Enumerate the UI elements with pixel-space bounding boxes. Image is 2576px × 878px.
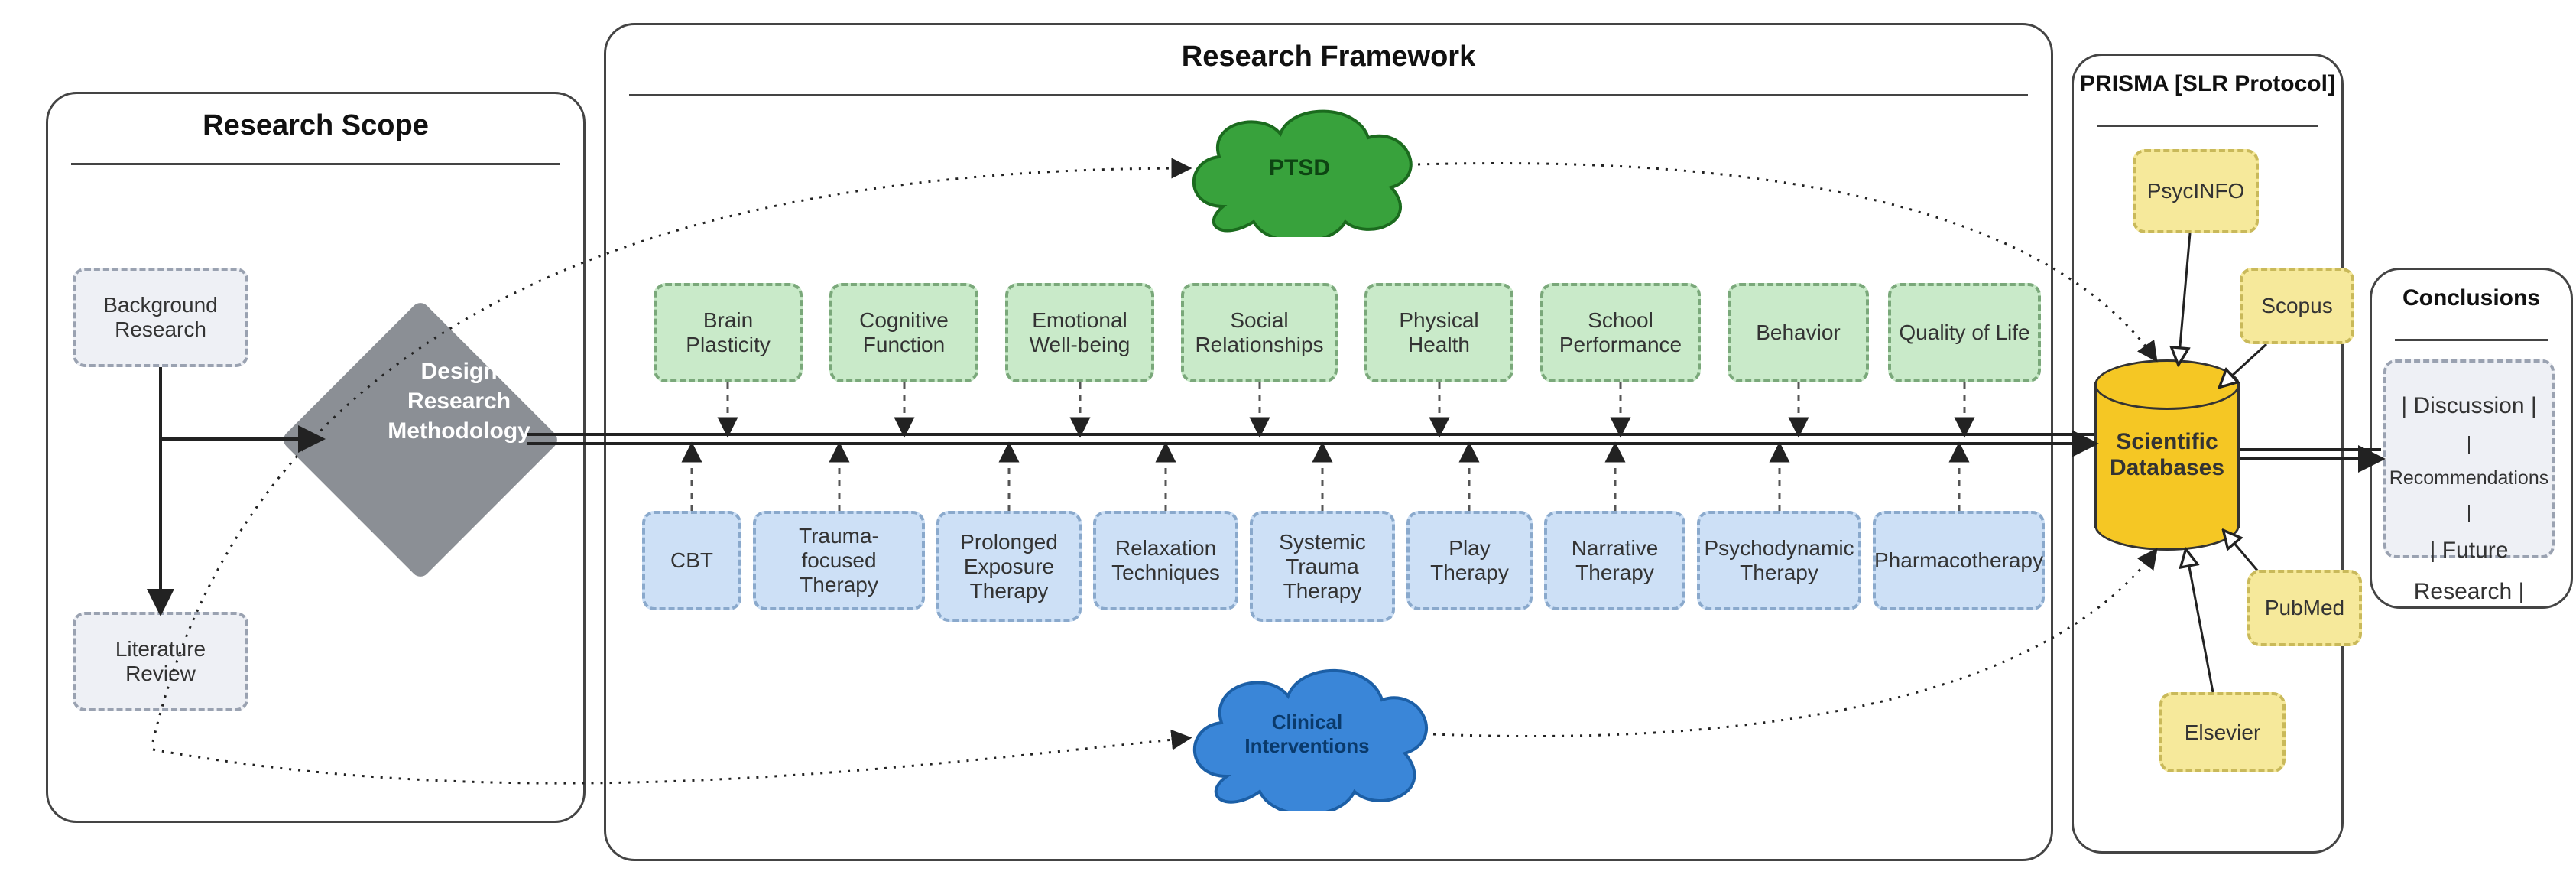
cloud-ptsd-label: PTSD [1269,155,1330,181]
box-scopus: Scopus [2240,268,2354,344]
diamond-methodology-label: Design Research Methodology [360,356,559,446]
box-school-performance: School Performance [1540,283,1701,382]
conclusion-line-recommendations: | Recommendations | [2386,427,2552,530]
box-pubmed: PubMed [2247,570,2362,646]
box-systemic-trauma: Systemic Trauma Therapy [1250,511,1395,622]
box-physical-health: Physical Health [1364,283,1513,382]
panel-prisma-divider [2097,125,2318,127]
cloud-clinical-label: Clinical Interventions [1244,711,1369,758]
box-cognitive-function: Cognitive Function [829,283,978,382]
box-elsevier: Elsevier [2159,692,2286,772]
conclusion-line-future: | Future Research | [2386,530,2552,613]
panel-scope-title: Research Scope [48,109,583,142]
box-play-therapy: Play Therapy [1406,511,1533,610]
box-background-research: Background Research [73,268,248,367]
box-psychodynamic: Psychodynamic Therapy [1697,511,1861,610]
box-psycinfo: PsycINFO [2133,149,2259,233]
box-social-relationships: Social Relationships [1181,283,1338,382]
box-behavior: Behavior [1728,283,1869,382]
conclusion-line-discussion: | Discussion | [2386,385,2552,427]
cloud-clinical-interventions: Clinical Interventions [1177,658,1437,811]
cylinder-scientific-databases: Scientific Databases [2094,359,2240,551]
box-narrative-therapy: Narrative Therapy [1544,511,1685,610]
panel-framework-title: Research Framework [606,41,2051,73]
box-trauma-focused: Trauma-focused Therapy [753,511,925,610]
box-literature-review: Literature Review [73,612,248,711]
box-pharmacotherapy: Pharmacotherapy [1873,511,2045,610]
panel-scope-divider [71,163,560,165]
panel-prisma-title: PRISMA [SLR Protocol] [2074,71,2341,97]
box-emotional-wellbeing: Emotional Well-being [1005,283,1154,382]
panel-framework-divider [629,94,2028,96]
panel-conclusions-title: Conclusions [2372,285,2571,311]
box-cbt: CBT [642,511,741,610]
cylinder-label: Scientific Databases [2094,359,2240,551]
box-relaxation: Relaxation Techniques [1093,511,1238,610]
box-brain-plasticity: Brain Plasticity [654,283,803,382]
box-conclusions-content: | Discussion | | Recommendations | | Fut… [2383,359,2555,558]
cloud-ptsd: PTSD [1177,99,1422,237]
box-quality-of-life: Quality of Life [1888,283,2041,382]
box-prolonged-exposure: Prolonged Exposure Therapy [936,511,1082,622]
panel-conclusions-divider [2395,339,2548,341]
